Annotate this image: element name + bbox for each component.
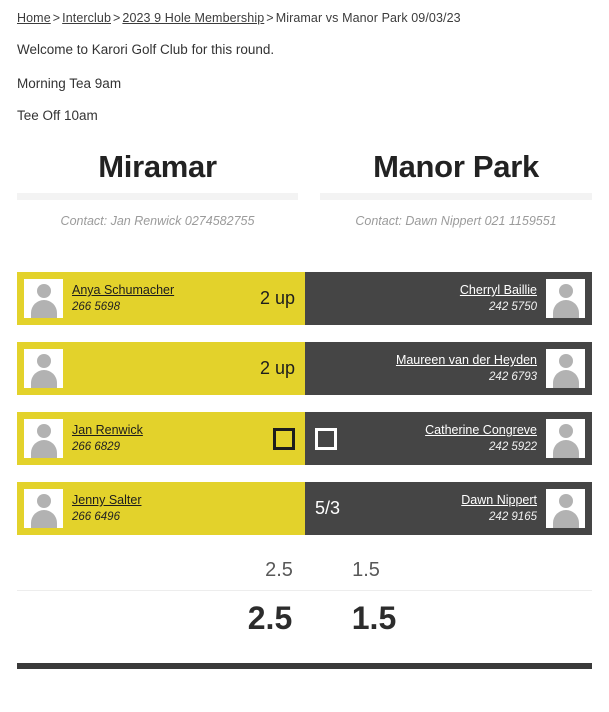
avatar-icon bbox=[24, 279, 63, 318]
match-row: 2 up Maureen van der Heyden 242 6793 bbox=[17, 342, 592, 395]
match-row: Jan Renwick 266 6829 Catherine Congreve 242… bbox=[17, 412, 592, 465]
avatar-body bbox=[552, 440, 579, 458]
avatar-head bbox=[558, 494, 573, 508]
away-player-info: Maureen van der Heyden 242 6793 bbox=[387, 353, 546, 384]
away-result: 5/3 bbox=[315, 498, 341, 518]
away-side: Catherine Congreve 242 5922 bbox=[305, 412, 592, 465]
avatar-icon bbox=[546, 419, 585, 458]
subtotal-row: 2.5 1.5 bbox=[17, 552, 592, 591]
home-player-name[interactable]: Jan Renwick bbox=[72, 423, 143, 437]
away-player-phone: 242 6793 bbox=[489, 370, 537, 383]
home-team-name: Miramar bbox=[98, 149, 217, 184]
avatar-head bbox=[36, 354, 51, 368]
breadcrumb-current-page: Miramar vs Manor Park 09/03/23 bbox=[275, 11, 461, 25]
total-row: 2.5 1.5 bbox=[17, 600, 592, 655]
avatar-head bbox=[558, 354, 573, 368]
home-player-name[interactable]: Jenny Salter bbox=[72, 493, 142, 507]
home-side: 2 up bbox=[17, 342, 305, 395]
home-side: Jan Renwick 266 6829 bbox=[17, 412, 305, 465]
avatar-icon bbox=[546, 279, 585, 318]
breadcrumb-link-home[interactable]: Home bbox=[17, 11, 51, 25]
away-team-name: Manor Park bbox=[373, 149, 539, 184]
away-player-name[interactable]: Catherine Congreve bbox=[425, 423, 537, 437]
home-player-info: Jenny Salter 266 6496 bbox=[63, 493, 295, 524]
match-list: Anya Schumacher 266 5698 2 up Cherryl Baill… bbox=[17, 272, 592, 552]
breadcrumb-separator: > bbox=[113, 11, 121, 25]
away-player-info: Dawn Nippert 242 9165 bbox=[452, 493, 546, 524]
away-player-info: Cherryl Baillie 242 5750 bbox=[451, 283, 546, 314]
home-player-phone: 266 6496 bbox=[72, 510, 120, 523]
avatar-body bbox=[552, 370, 579, 388]
avatar-body bbox=[552, 300, 579, 318]
avatar-body bbox=[30, 370, 57, 388]
home-player-name[interactable]: Anya Schumacher bbox=[72, 283, 175, 297]
home-team-header: Miramar Contact: Jan Renwick 0274582755 bbox=[17, 148, 298, 228]
avatar-icon bbox=[24, 419, 63, 458]
away-player-phone: 242 5922 bbox=[489, 440, 537, 453]
home-result: 2 up bbox=[259, 358, 295, 378]
home-side: Anya Schumacher 266 5698 2 up bbox=[17, 272, 305, 325]
intro-welcome-text: Welcome to Karori Golf Club for this rou… bbox=[17, 42, 275, 57]
avatar-icon bbox=[546, 349, 585, 388]
bottom-divider-bar bbox=[17, 663, 592, 669]
breadcrumb-separator: > bbox=[266, 11, 274, 25]
breadcrumb: Home > Interclub >2023 9 Hole Membership > Mi… bbox=[17, 11, 461, 25]
home-result: 2 up bbox=[259, 288, 295, 308]
match-row: Anya Schumacher 266 5698 2 up Cherryl Baill… bbox=[17, 272, 592, 325]
avatar-body bbox=[30, 510, 57, 528]
team-headers: Miramar Contact: Jan Renwick 0274582755 … bbox=[0, 148, 609, 238]
avatar-head bbox=[36, 494, 51, 508]
home-subtotal: 2.5 bbox=[265, 559, 293, 581]
away-player-info: Catherine Congreve 242 5922 bbox=[416, 423, 546, 454]
avatar-icon bbox=[24, 349, 63, 388]
avatar-icon bbox=[24, 489, 63, 528]
home-halved-checkbox[interactable] bbox=[273, 427, 295, 450]
away-team-header: Manor Park Contact: Dawn Nippert 021 115… bbox=[320, 148, 592, 228]
avatar-head bbox=[558, 284, 573, 298]
breadcrumb-separator: > bbox=[52, 11, 61, 25]
away-halved-checkbox[interactable] bbox=[315, 427, 337, 450]
match-row: Jenny Salter 266 6496 5/3 Dawn Nippert 242 9… bbox=[17, 482, 592, 535]
home-player-info: Jan Renwick 266 6829 bbox=[63, 423, 212, 454]
intro-tee-off-text: Tee Off 10am bbox=[17, 108, 98, 123]
home-player-phone: 266 6829 bbox=[72, 440, 120, 453]
away-side: 5/3 Dawn Nippert 242 9165 bbox=[305, 482, 592, 535]
away-subtotal: 1.5 bbox=[352, 559, 380, 581]
breadcrumb-link-membership[interactable]: 2023 9 Hole Membership bbox=[122, 11, 265, 25]
away-player-phone: 242 9165 bbox=[489, 510, 537, 523]
avatar-head bbox=[558, 424, 573, 438]
home-player-info: Anya Schumacher 266 5698 bbox=[63, 283, 260, 314]
breadcrumb-link-interclub[interactable]: Interclub bbox=[62, 11, 111, 25]
avatar-body bbox=[30, 440, 57, 458]
home-team-divider bbox=[17, 193, 298, 200]
away-total: 1.5 bbox=[351, 600, 397, 636]
away-player-name[interactable]: Maureen van der Heyden bbox=[395, 353, 537, 367]
home-side: Jenny Salter 266 6496 bbox=[17, 482, 305, 535]
avatar-body bbox=[30, 300, 57, 318]
home-team-contact: Contact: Jan Renwick 0274582755 bbox=[60, 214, 255, 228]
away-player-phone: 242 5750 bbox=[489, 300, 537, 313]
away-player-name[interactable]: Dawn Nippert bbox=[461, 493, 537, 507]
away-team-divider bbox=[320, 193, 592, 200]
intro-morning-tea-text: Morning Tea 9am bbox=[17, 76, 122, 91]
away-player-name[interactable]: Cherryl Baillie bbox=[459, 283, 537, 297]
away-team-contact: Contact: Dawn Nippert 021 1159551 bbox=[355, 214, 557, 228]
home-player-phone: 266 5698 bbox=[72, 300, 120, 313]
avatar-head bbox=[36, 424, 51, 438]
away-side: Maureen van der Heyden 242 6793 bbox=[305, 342, 592, 395]
avatar-icon bbox=[546, 489, 585, 528]
away-side: Cherryl Baillie 242 5750 bbox=[305, 272, 592, 325]
avatar-head bbox=[36, 284, 51, 298]
home-total: 2.5 bbox=[247, 600, 293, 636]
avatar-body bbox=[552, 510, 579, 528]
